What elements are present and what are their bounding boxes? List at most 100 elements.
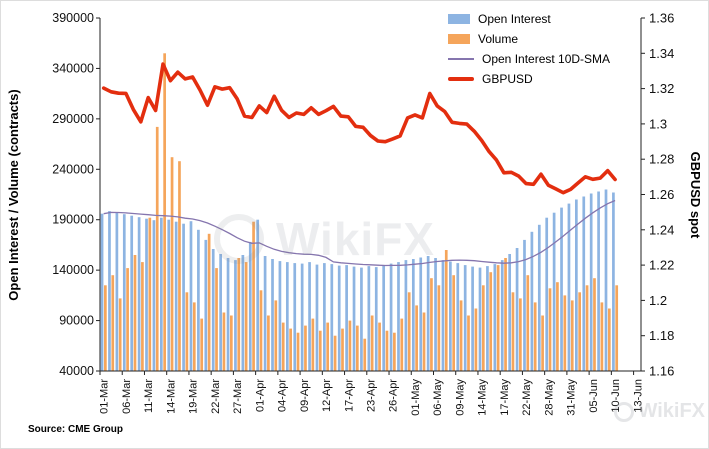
volume-bar bbox=[452, 275, 456, 371]
right-axis-tick-label: 1.3 bbox=[649, 116, 667, 131]
volume-bar bbox=[474, 308, 478, 371]
volume-bar bbox=[222, 312, 226, 371]
open-interest-bar bbox=[419, 257, 423, 371]
open-interest-bar bbox=[523, 239, 526, 371]
volume-bar bbox=[459, 300, 463, 371]
x-axis-tick-label: 17-May bbox=[499, 379, 511, 416]
volume-bar bbox=[533, 302, 537, 371]
legend-item-volume: Volume bbox=[448, 30, 610, 47]
volume-bar bbox=[370, 315, 374, 371]
open-interest-bar bbox=[367, 266, 371, 371]
volume-bar bbox=[348, 320, 352, 371]
open-interest-bar bbox=[108, 211, 111, 371]
open-interest-bar bbox=[530, 231, 534, 371]
volume-bar bbox=[511, 292, 515, 371]
open-interest-bar bbox=[478, 267, 482, 371]
open-interest-bar bbox=[256, 219, 260, 371]
open-interest-swatch-icon bbox=[448, 13, 470, 24]
x-axis-tick-label: 14-Mar bbox=[165, 379, 177, 414]
volume-bar bbox=[437, 285, 441, 371]
volume-bar bbox=[489, 272, 493, 371]
volume-bar bbox=[400, 318, 404, 371]
open-interest-bar bbox=[137, 217, 141, 371]
volume-bar bbox=[481, 285, 485, 371]
x-axis-tick-label: 31-May bbox=[566, 379, 578, 416]
open-interest-bar bbox=[174, 221, 178, 371]
open-interest-bar bbox=[582, 196, 586, 371]
volume-bar bbox=[430, 278, 433, 371]
x-axis-tick-label: 22-May bbox=[521, 379, 533, 416]
volume-bar bbox=[519, 298, 522, 371]
open-interest-bar bbox=[597, 191, 600, 371]
source-note: Source: CME Group bbox=[28, 424, 124, 435]
volume-bar bbox=[585, 285, 589, 371]
open-interest-bar bbox=[152, 220, 156, 371]
volume-bar bbox=[104, 285, 107, 371]
x-axis-tick-label: 17-Apr bbox=[343, 379, 355, 412]
volume-bar bbox=[415, 305, 418, 371]
open-interest-bar bbox=[234, 260, 237, 371]
volume-bar bbox=[170, 157, 174, 371]
open-interest-bar bbox=[360, 267, 363, 371]
volume-bar bbox=[355, 325, 359, 371]
x-axis-tick-label: 05-Jun bbox=[588, 379, 600, 413]
open-interest-bar bbox=[330, 264, 334, 371]
open-interest-bar bbox=[345, 265, 348, 371]
open-interest-bar bbox=[352, 266, 356, 371]
legend-label-volume: Volume bbox=[478, 31, 519, 46]
open-interest-bar bbox=[404, 260, 408, 371]
open-interest-bar bbox=[271, 259, 274, 371]
open-interest-bar bbox=[115, 212, 119, 371]
x-axis-tick-label: 10-Jun bbox=[610, 379, 622, 413]
x-axis-tick-label: 12-Apr bbox=[321, 379, 333, 412]
left-axis-tick-label: 190000 bbox=[52, 213, 94, 227]
open-interest-bar bbox=[167, 219, 171, 371]
volume-bar bbox=[148, 217, 152, 371]
volume-bar bbox=[252, 221, 255, 371]
open-interest-bar bbox=[159, 217, 163, 371]
open-interest-bar bbox=[515, 248, 519, 371]
open-interest-bar bbox=[500, 260, 504, 371]
right-axis-tick-label: 1.16 bbox=[649, 364, 674, 379]
right-axis-tick-label: 1.32 bbox=[649, 81, 674, 96]
x-axis-tick-label: 04-Apr bbox=[277, 379, 289, 412]
open-interest-bar bbox=[130, 215, 134, 371]
x-axis-tick-label: 01-May bbox=[410, 379, 422, 416]
volume-bar bbox=[600, 302, 604, 371]
volume-bar bbox=[615, 285, 619, 371]
x-axis-tick-label: 26-Apr bbox=[388, 379, 400, 412]
right-axis-tick-label: 1.2 bbox=[649, 293, 667, 308]
volume-bar bbox=[326, 322, 330, 371]
open-interest-bar bbox=[226, 258, 230, 371]
volume-bar bbox=[607, 308, 611, 371]
volume-bar bbox=[444, 250, 448, 371]
open-interest-bar bbox=[493, 264, 497, 371]
open-interest-bar bbox=[308, 262, 311, 371]
volume-bar bbox=[296, 332, 300, 371]
volume-bar bbox=[496, 265, 500, 371]
open-interest-bar bbox=[382, 265, 386, 371]
left-axis-tick-label: 140000 bbox=[52, 263, 94, 277]
right-axis-tick-label: 1.34 bbox=[649, 46, 674, 61]
volume-bar bbox=[281, 322, 285, 371]
open-interest-bar bbox=[471, 266, 474, 371]
open-interest-bar bbox=[397, 262, 400, 371]
open-interest-bar bbox=[456, 263, 460, 371]
volume-bar bbox=[407, 292, 411, 371]
x-axis-tick-label: 14-May bbox=[477, 379, 489, 416]
legend-label-open-interest: Open Interest bbox=[478, 11, 551, 26]
x-axis-tick-label: 06-May bbox=[432, 379, 444, 416]
open-interest-sma-line bbox=[103, 199, 616, 267]
volume-bar bbox=[548, 288, 552, 371]
volume-bar bbox=[192, 302, 196, 371]
open-interest-bar bbox=[315, 264, 319, 371]
volume-bar bbox=[274, 300, 278, 371]
open-interest-bar bbox=[122, 214, 126, 371]
open-interest-bar bbox=[434, 258, 437, 371]
open-interest-bar bbox=[560, 207, 563, 371]
x-axis-tick-label: 01-Apr bbox=[254, 379, 266, 412]
volume-bar bbox=[541, 315, 544, 371]
legend-item-sma: Open Interest 10D-SMA bbox=[448, 50, 610, 67]
left-axis-tick-label: 40000 bbox=[59, 364, 94, 378]
x-axis-tick-label: 28-May bbox=[543, 379, 555, 416]
